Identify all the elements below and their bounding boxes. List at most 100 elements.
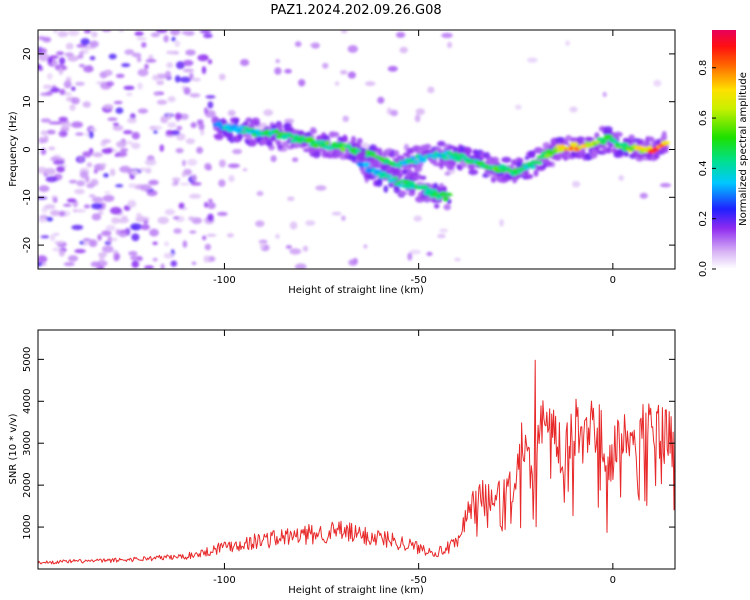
heatmap-noise-cell [659,183,672,188]
heatmap-noise-cell [152,241,158,245]
heatmap-noise-cell [75,132,84,136]
heatmap-noise-cell [75,81,85,86]
heatmap-noise-cell [109,168,116,177]
heatmap-noise-cell [390,109,398,117]
heatmap-noise-cell [123,85,135,90]
heatmap-noise-cell [115,73,125,78]
heatmap-noise-cell [171,130,180,136]
heatmap-noise-cell [113,100,123,105]
heatmap-noise-cell [167,96,176,103]
heatmap-noise-cell [57,30,68,38]
heatmap-noise-cell [150,32,160,38]
snr-xlabel: Height of straight line (km) [288,585,424,596]
heatmap-noise-cell [131,142,141,150]
heatmap-noise-cell [294,41,302,47]
heatmap-noise-cell [174,112,182,120]
heatmap-noise-cell [91,196,104,203]
heatmap-noise-cell [91,213,102,221]
heatmap-noise-cell [232,148,243,155]
heatmap-noise-cell [255,220,265,227]
heatmap-noise-cell [285,245,292,249]
heatmap-noise-cell [160,263,165,269]
heatmap-noise-cell [98,256,105,261]
heatmap-noise-cell [182,68,195,73]
heatmap-ridge-halo [533,169,539,177]
heatmap-noise-cell [121,63,131,68]
heatmap-ridge-halo [624,152,629,157]
heatmap-noise-cell [227,163,240,169]
heatmap-noise-cell [110,206,122,215]
heatmap-noise-cell [115,184,124,188]
heatmap-noise-cell [38,262,43,267]
heatmap-ridge-halo [396,155,405,160]
heatmap-noise-cell [387,65,398,72]
heatmap-noise-cell [164,241,169,247]
heatmap-noise-cell [240,59,250,66]
heatmap-noise-cell [144,159,157,166]
heatmap-noise-cell [342,115,349,123]
heatmap-noise-cell [90,261,100,267]
heatmap-noise-cell [227,109,236,117]
heatmap-noise-cell [639,192,648,199]
heatmap-ridge-halo [628,134,635,141]
heatmap-noise-cell [426,251,433,256]
heatmap-noise-cell [136,56,142,63]
heatmap-ridge-halo [350,135,357,144]
heatmap-noise-cell [189,193,202,199]
spectrogram-ytick-label: -20 [22,237,33,253]
heatmap-noise-cell [152,257,158,262]
heatmap-noise-cell [275,233,280,239]
heatmap-ridge-halo [266,141,273,147]
heatmap-noise-cell [315,185,327,191]
heatmap-ridge-core [664,141,670,145]
heatmap-noise-cell [441,32,453,39]
spectrogram-xtick-label: -100 [213,275,236,286]
heatmap-secondary-ridge-core [392,176,399,181]
heatmap-noise-cell [54,241,65,245]
heatmap-noise-cell [322,62,329,69]
snr-ytick-label: 5000 [22,347,33,372]
heatmap-noise-cell [191,261,197,265]
heatmap-noise-cell [160,115,169,124]
heatmap-noise-cell [63,91,72,96]
heatmap-noise-cell [209,256,215,262]
heatmap-noise-cell [137,108,148,114]
heatmap-noise-cell [302,245,309,252]
heatmap-ridge-core [431,155,437,160]
heatmap-noise-cell [228,175,235,183]
heatmap-noise-cell [156,99,168,105]
heatmap-noise-cell [259,242,265,249]
heatmap-noise-cell [287,196,295,202]
heatmap-noise-cell [188,216,195,221]
heatmap-noise-cell [284,68,292,74]
heatmap-noise-cell [56,165,65,173]
heatmap-noise-cell [52,247,62,252]
snr-ytick-label: 4000 [22,389,33,414]
heatmap-noise-cell [124,49,135,55]
heatmap-noise-cell [242,168,248,172]
heatmap-noise-cell [38,255,48,263]
heatmap-noise-cell [40,118,52,123]
heatmap-noise-cell [148,179,159,186]
heatmap-noise-cell [46,129,56,135]
heatmap-noise-cell [86,162,93,168]
heatmap-noise-cell [56,51,65,56]
heatmap-ridge-halo [415,164,423,173]
heatmap-noise-cell [139,216,150,221]
heatmap-noise-cell [40,147,47,156]
heatmap-noise-cell [197,54,209,62]
heatmap-noise-cell [347,71,356,79]
heatmap-noise-cell [140,224,150,231]
heatmap-noise-cell [174,40,181,47]
heatmap-noise-cell [38,218,48,223]
heatmap-noise-cell [409,249,421,255]
heatmap-ridge-halo [246,133,253,141]
heatmap-ridge-core [418,154,424,159]
heatmap-noise-cell [91,202,103,210]
heatmap-noise-cell [191,77,201,82]
heatmap-noise-cell [97,234,102,241]
heatmap-ridge-halo [343,135,348,143]
colorbar-tick-label: 0.0 [698,261,709,277]
heatmap-noise-cell [185,49,196,56]
heatmap-noise-cell [310,43,319,47]
